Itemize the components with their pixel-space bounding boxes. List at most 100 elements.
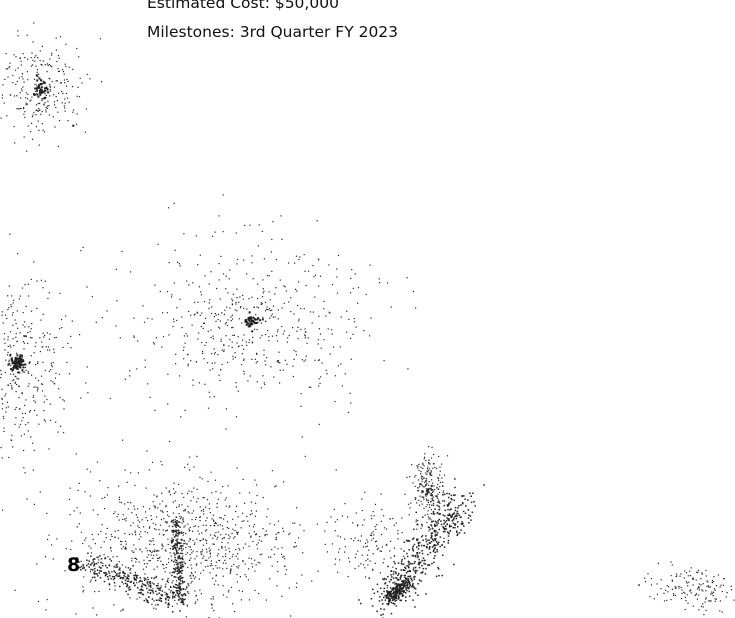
noise-dot — [157, 603, 159, 606]
noise-dot — [235, 548, 237, 551]
noise-dot — [225, 562, 227, 564]
noise-dot — [64, 107, 66, 109]
noise-dot — [202, 497, 204, 499]
noise-dot — [142, 568, 145, 570]
noise-dot — [391, 592, 394, 595]
noise-dot — [305, 284, 307, 287]
noise-dot — [454, 478, 456, 480]
noise-dot — [166, 312, 168, 314]
noise-dot — [57, 55, 59, 57]
noise-dot — [155, 608, 157, 610]
noise-dot — [336, 268, 338, 270]
noise-dot — [425, 480, 427, 482]
noise-dot — [90, 579, 92, 581]
noise-dot — [190, 557, 192, 559]
noise-dot — [40, 90, 43, 92]
noise-dot — [27, 372, 30, 374]
noise-dot — [97, 561, 99, 563]
noise-dot — [389, 591, 392, 594]
noise-dot — [15, 391, 17, 393]
noise-dot — [141, 589, 143, 591]
noise-dot — [290, 311, 292, 313]
noise-dot — [238, 590, 240, 592]
noise-dot — [404, 579, 406, 582]
noise-dot — [225, 408, 227, 410]
noise-dot — [29, 410, 31, 412]
noise-dot — [376, 610, 378, 612]
noise-dot — [299, 524, 301, 526]
noise-dot — [387, 600, 390, 602]
noise-dot — [433, 557, 435, 559]
noise-dot — [129, 375, 131, 377]
noise-dot — [213, 353, 215, 355]
noise-dot — [306, 342, 308, 344]
noise-dot — [179, 571, 181, 573]
noise-dot — [409, 476, 411, 478]
noise-dot — [153, 583, 155, 585]
noise-dot — [165, 583, 167, 585]
noise-dot — [323, 300, 325, 303]
noise-dot — [150, 577, 153, 579]
noise-dot — [205, 317, 207, 319]
noise-dot — [200, 291, 202, 293]
noise-dot — [427, 468, 429, 470]
noise-dot — [469, 515, 472, 517]
noise-dot — [336, 519, 338, 521]
noise-dot — [471, 511, 474, 513]
noise-dot — [435, 495, 438, 498]
noise-dot — [35, 109, 37, 111]
noise-dot — [414, 554, 417, 557]
noise-dot — [12, 324, 14, 326]
noise-dot — [447, 539, 450, 542]
noise-dot — [174, 500, 176, 502]
noise-dot — [209, 572, 211, 574]
noise-dot — [443, 528, 445, 530]
noise-dot — [25, 369, 27, 371]
noise-dot — [172, 501, 174, 503]
noise-dot — [40, 279, 42, 281]
noise-dot — [181, 561, 183, 563]
noise-dot — [174, 524, 177, 526]
noise-dot — [143, 526, 145, 528]
noise-dot — [24, 366, 26, 369]
noise-dot — [403, 550, 405, 552]
noise-dot — [171, 540, 173, 542]
noise-dot — [435, 467, 438, 470]
noise-dot — [185, 616, 187, 618]
noise-dot — [175, 584, 178, 586]
noise-dot — [147, 520, 149, 522]
noise-dot — [228, 506, 230, 508]
noise-dot — [384, 599, 387, 601]
noise-dot — [156, 516, 158, 518]
noise-dot — [238, 301, 240, 303]
noise-dot — [41, 390, 44, 392]
noise-dot — [402, 569, 405, 571]
noise-dot — [195, 601, 197, 603]
noise-dot — [42, 332, 44, 334]
noise-dot — [285, 569, 288, 571]
noise-dot — [178, 533, 180, 535]
noise-dot — [704, 601, 706, 603]
noise-dot — [115, 566, 117, 568]
noise-dot — [122, 546, 124, 548]
noise-dot — [270, 556, 272, 558]
noise-dot — [180, 565, 182, 568]
noise-dot — [444, 521, 446, 524]
noise-dot — [61, 327, 63, 329]
noise-dot — [83, 565, 85, 567]
noise-dot — [289, 532, 291, 534]
noise-dot — [20, 358, 23, 361]
noise-dot — [430, 513, 432, 515]
noise-dot — [447, 519, 449, 521]
noise-dot — [292, 365, 294, 367]
noise-dot — [89, 471, 92, 473]
noise-dot — [42, 361, 44, 363]
noise-dot — [165, 593, 167, 596]
noise-dot — [64, 570, 66, 572]
noise-dot — [355, 553, 357, 555]
noise-dot — [173, 318, 175, 320]
noise-dot — [696, 571, 698, 573]
noise-dot — [436, 549, 438, 551]
noise-dot — [182, 593, 185, 596]
noise-dot — [151, 582, 153, 584]
